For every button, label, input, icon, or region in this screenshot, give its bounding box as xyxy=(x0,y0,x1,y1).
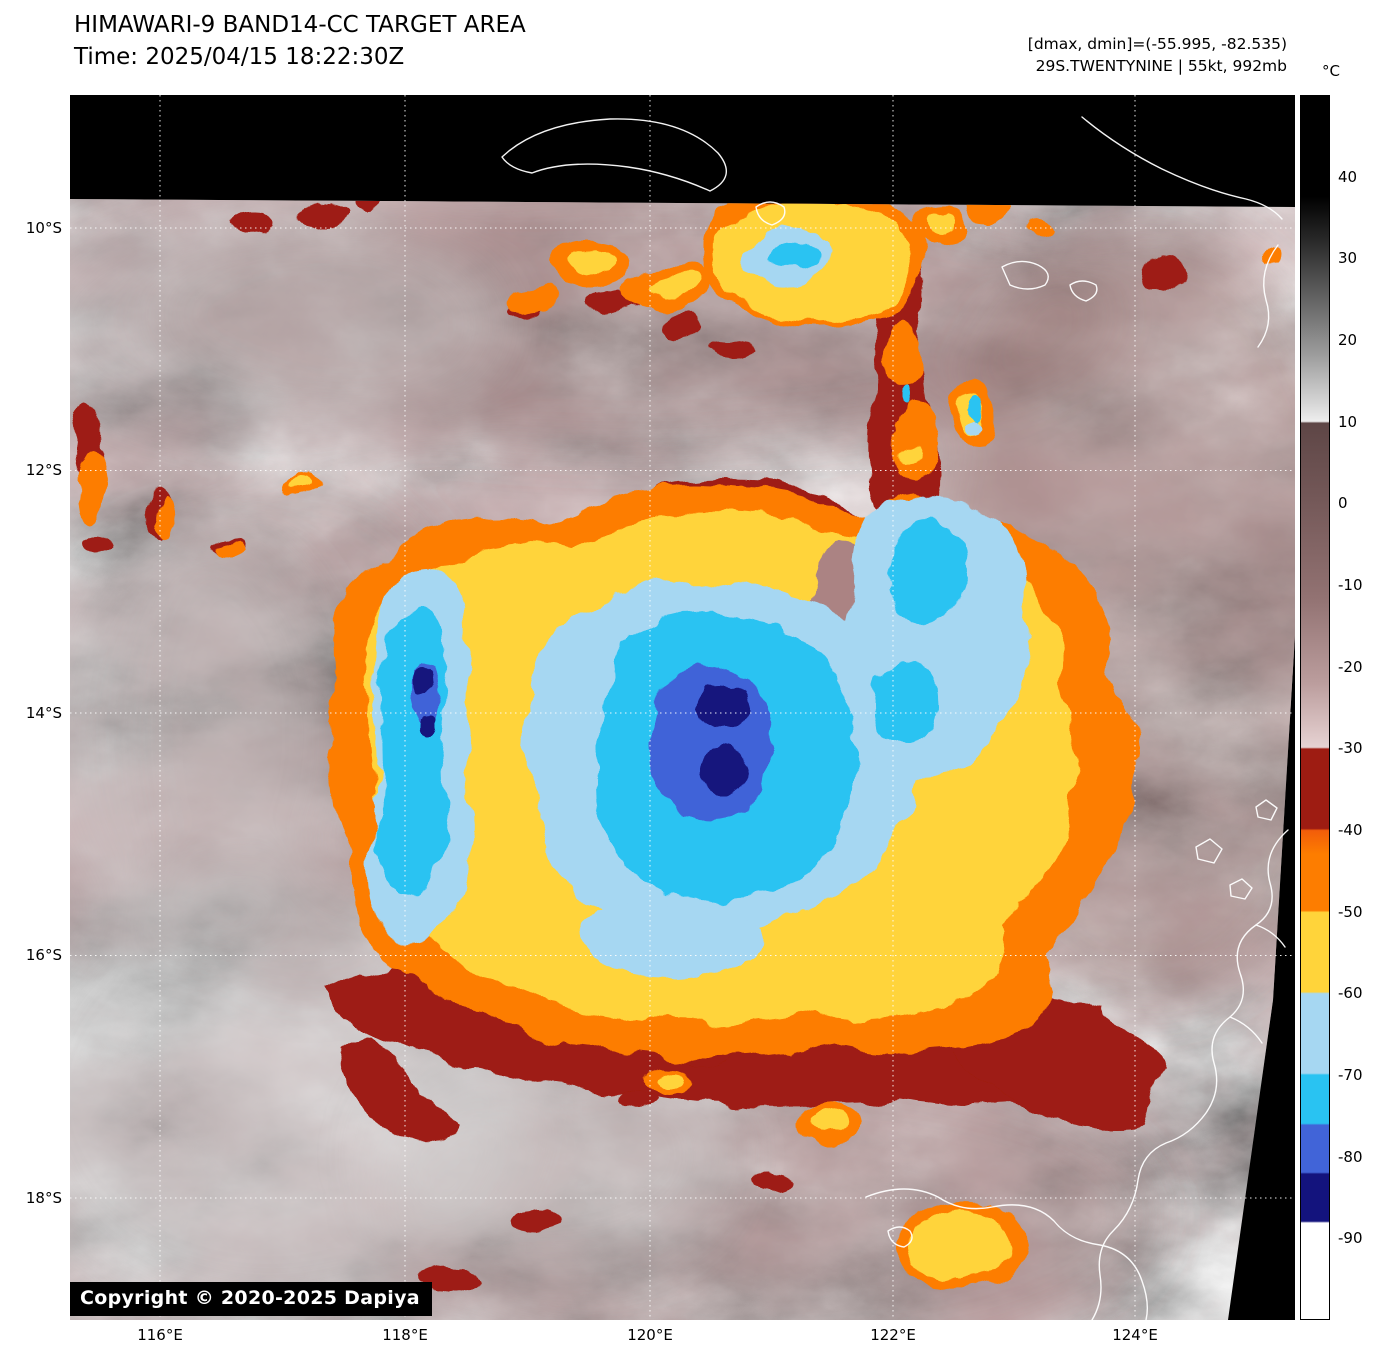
colorbar-tick-label: -40 xyxy=(1338,821,1363,839)
page-title: HIMAWARI-9 BAND14-CC TARGET AREA xyxy=(74,12,526,38)
colorbar-tick-label: -30 xyxy=(1338,739,1363,757)
colorbar-tick-label: 30 xyxy=(1338,249,1358,267)
cloud-texture-mauve xyxy=(70,199,1295,1320)
colorbar-tick-label: 0 xyxy=(1338,494,1348,512)
colorbar-tick-label: 40 xyxy=(1338,168,1358,186)
colorbar-tick-label: -70 xyxy=(1338,1066,1363,1084)
lat-axis-label: 16°S xyxy=(25,946,62,964)
graticule xyxy=(70,95,1295,1320)
dmax-dmin-readout: [dmax, dmin]=(-55.995, -82.535) xyxy=(1027,35,1287,53)
colorbar-tick-label: -80 xyxy=(1338,1148,1363,1166)
lat-axis-label: 18°S xyxy=(25,1189,62,1207)
lat-axis-label: 12°S xyxy=(25,461,62,479)
colorbar-tick-label: 20 xyxy=(1338,331,1358,349)
time-subtitle: Time: 2025/04/15 18:22:30Z xyxy=(74,44,405,70)
lon-axis-label: 120°E xyxy=(627,1326,673,1344)
storm-info-readout: 29S.TWENTYNINE | 55kt, 992mb xyxy=(1035,57,1287,75)
header-info-block: [dmax, dmin]=(-55.995, -82.535) 29S.TWEN… xyxy=(1028,33,1287,77)
lat-axis-label: 14°S xyxy=(25,704,62,722)
satellite-ir-image xyxy=(70,95,1295,1320)
lon-axis-label: 118°E xyxy=(382,1326,428,1344)
colorbar-tick-label: -90 xyxy=(1338,1229,1363,1247)
colorbar-tick-label: -20 xyxy=(1338,658,1363,676)
lon-axis-label: 122°E xyxy=(870,1326,916,1344)
colorbar-tick-label: -60 xyxy=(1338,984,1363,1002)
lon-axis-label: 116°E xyxy=(137,1326,183,1344)
lat-axis-label: 10°S xyxy=(25,219,62,237)
cold-cloud-shield xyxy=(74,199,1280,1295)
copyright-badge: Copyright © 2020-2025 Dapiya xyxy=(70,1282,432,1316)
colorbar xyxy=(1300,95,1330,1320)
colorbar-tick-label: -50 xyxy=(1338,903,1363,921)
colorbar-unit-label: °C xyxy=(1322,62,1340,80)
satellite-map xyxy=(70,95,1295,1320)
colorbar-tick-label: -10 xyxy=(1338,576,1363,594)
coastlines xyxy=(501,116,1289,1320)
lon-axis-label: 124°E xyxy=(1112,1326,1158,1344)
colorbar-tick-label: 10 xyxy=(1338,413,1358,431)
